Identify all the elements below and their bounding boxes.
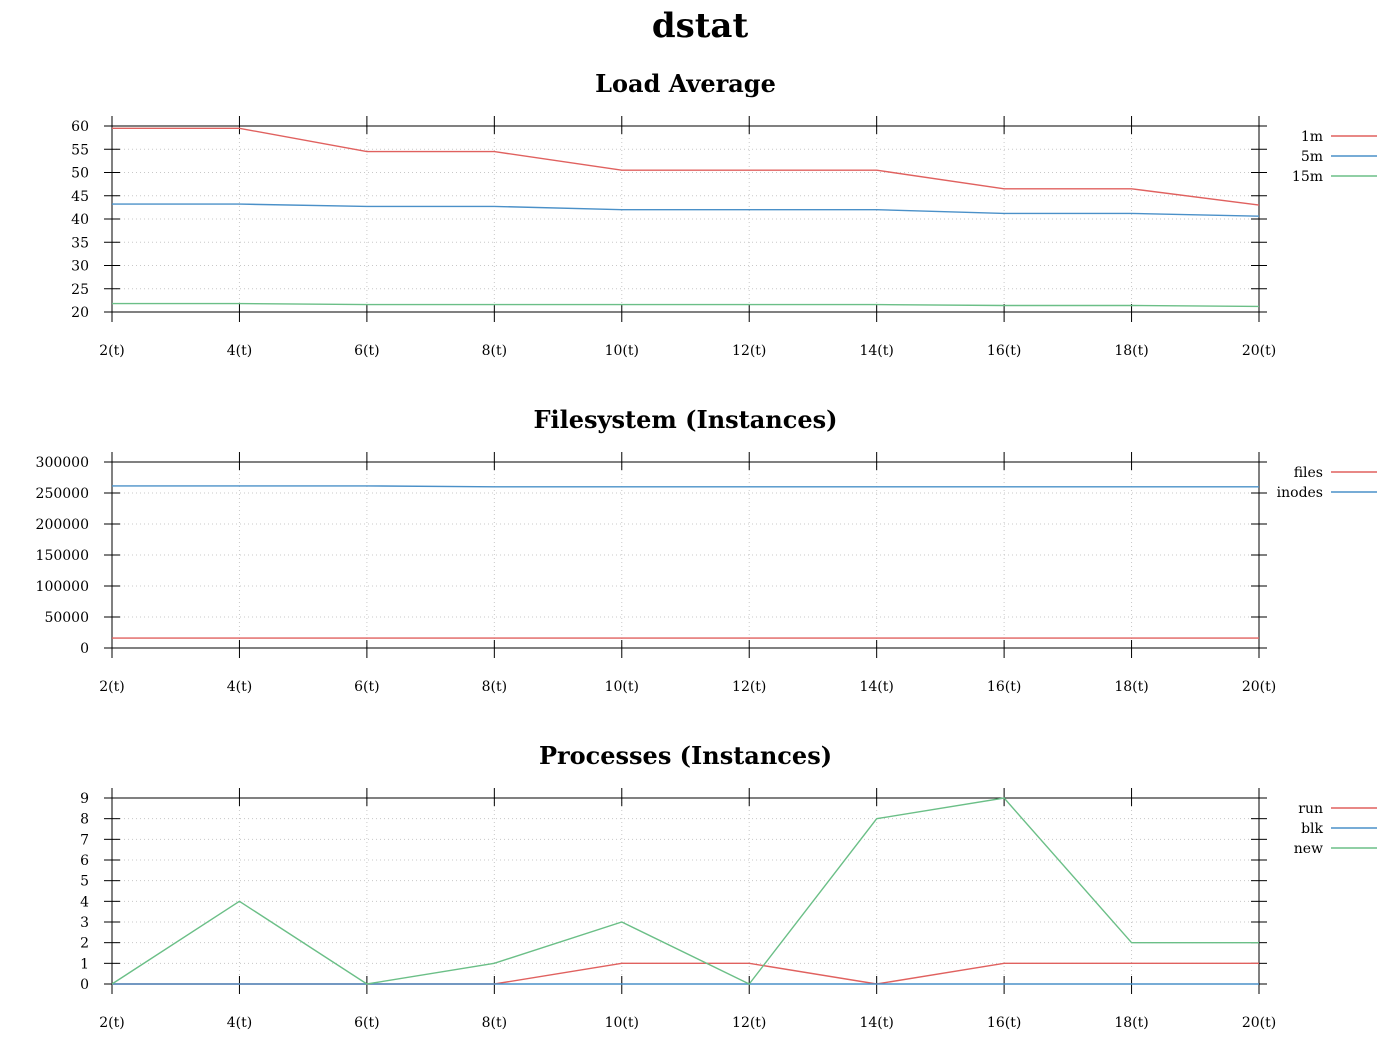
x-tick-label: 14(t)	[859, 343, 893, 359]
y-tick-label: 5	[80, 874, 89, 890]
chart-title: Processes (Instances)	[539, 741, 832, 770]
y-tick-label: 100000	[36, 579, 89, 595]
y-tick-label: 200000	[36, 517, 89, 533]
legend-label-15m: 15m	[1292, 169, 1323, 185]
legend-label-1m: 1m	[1301, 129, 1323, 145]
x-tick-label: 2(t)	[99, 1015, 124, 1031]
chart-title: Load Average	[595, 69, 776, 98]
chart-1: Filesystem (Instances) 0 50000 100000 150000…	[36, 405, 1377, 695]
chart-0: Load Average 20 25 30 35 40 45 50 55 60 2(t) 4(t) 6(…	[71, 69, 1377, 359]
x-tick-label: 16(t)	[987, 679, 1021, 695]
legend-label-inodes: inodes	[1277, 485, 1323, 501]
series-line-new	[111, 797, 1259, 985]
y-tick-label: 30	[71, 259, 89, 275]
y-tick-label: 25	[71, 282, 89, 298]
legend-label-files: files	[1294, 465, 1323, 481]
y-tick-label: 3	[80, 915, 89, 931]
y-tick-label: 2	[80, 936, 89, 952]
series-line-inodes	[112, 485, 1259, 488]
y-tick-label: 0	[80, 977, 89, 993]
y-tick-label: 4	[80, 894, 89, 910]
x-tick-label: 4(t)	[227, 1015, 252, 1031]
x-tick-label: 8(t)	[482, 1015, 507, 1031]
series-line-run	[112, 962, 1259, 985]
x-tick-label: 4(t)	[227, 679, 252, 695]
x-tick-label: 10(t)	[605, 343, 639, 359]
x-tick-label: 4(t)	[227, 343, 252, 359]
chart-title: Filesystem (Instances)	[534, 405, 838, 434]
legend-label-new: new	[1294, 841, 1323, 857]
x-tick-label: 10(t)	[605, 1015, 639, 1031]
x-tick-label: 16(t)	[987, 1015, 1021, 1031]
chart-2: Processes (Instances) 0 1 2 3 4 5 6 7 8 9 2(t) 4(t) 6…	[80, 741, 1377, 1031]
x-tick-label: 18(t)	[1114, 343, 1148, 359]
x-tick-label: 18(t)	[1114, 679, 1148, 695]
x-tick-label: 6(t)	[354, 343, 379, 359]
x-tick-label: 12(t)	[732, 1015, 766, 1031]
y-tick-label: 150000	[36, 548, 89, 564]
y-tick-label: 0	[80, 641, 89, 657]
y-tick-label: 300000	[36, 455, 89, 471]
y-tick-label: 9	[80, 791, 89, 807]
y-tick-label: 50000	[44, 610, 89, 626]
x-tick-label: 16(t)	[987, 343, 1021, 359]
x-tick-label: 2(t)	[99, 343, 124, 359]
y-tick-label: 35	[71, 235, 89, 251]
x-tick-label: 20(t)	[1242, 343, 1276, 359]
y-tick-label: 7	[80, 832, 89, 848]
main-title: dstat	[651, 6, 749, 46]
series-line-15m	[112, 302, 1260, 308]
x-tick-label: 18(t)	[1114, 1015, 1148, 1031]
y-tick-label: 45	[71, 189, 89, 205]
x-tick-label: 14(t)	[859, 679, 893, 695]
x-tick-label: 20(t)	[1242, 679, 1276, 695]
legend-label-blk: blk	[1301, 821, 1323, 837]
series-line-1m	[112, 127, 1260, 206]
y-tick-label: 60	[71, 119, 89, 135]
x-tick-label: 10(t)	[605, 679, 639, 695]
y-tick-label: 55	[71, 142, 89, 158]
y-tick-label: 6	[80, 853, 89, 869]
y-tick-label: 20	[71, 305, 89, 321]
x-tick-label: 12(t)	[732, 679, 766, 695]
series-line-5m	[112, 203, 1260, 217]
x-tick-label: 6(t)	[354, 679, 379, 695]
x-tick-label: 12(t)	[732, 343, 766, 359]
y-tick-label: 250000	[36, 486, 89, 502]
y-tick-label: 40	[71, 212, 89, 228]
y-tick-label: 50	[71, 166, 89, 182]
x-tick-label: 20(t)	[1242, 1015, 1276, 1031]
legend-label-run: run	[1298, 801, 1323, 817]
x-tick-label: 8(t)	[482, 343, 507, 359]
y-tick-label: 1	[80, 956, 89, 972]
x-tick-label: 6(t)	[354, 1015, 379, 1031]
x-tick-label: 14(t)	[859, 1015, 893, 1031]
y-tick-label: 8	[80, 812, 89, 828]
x-tick-label: 8(t)	[482, 679, 507, 695]
legend-label-5m: 5m	[1301, 149, 1323, 165]
x-tick-label: 2(t)	[99, 679, 124, 695]
